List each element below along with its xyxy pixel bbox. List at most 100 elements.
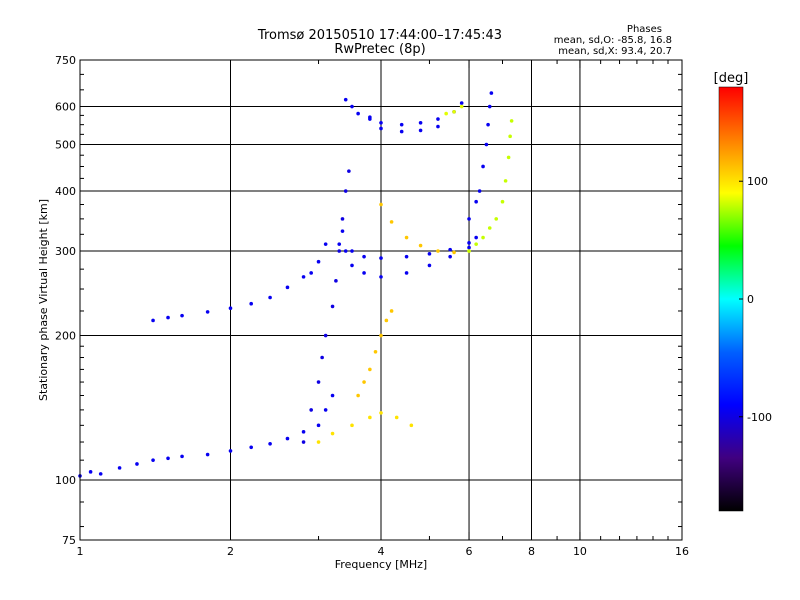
data-point (484, 142, 489, 147)
y-tick-label: 300 (55, 245, 76, 258)
grid-layer (80, 60, 682, 540)
data-point (404, 271, 409, 275)
data-point (88, 470, 93, 474)
data-point (409, 423, 414, 428)
data-point (452, 250, 456, 255)
data-point (343, 249, 348, 253)
data-point (228, 306, 233, 311)
x-tick-label: 10 (573, 545, 587, 558)
data-point (135, 462, 139, 466)
data-point (337, 242, 342, 246)
data-point (474, 235, 478, 240)
data-point (444, 111, 448, 116)
data-point (474, 242, 478, 246)
data-point (330, 304, 335, 309)
y-tick-label: 200 (55, 330, 76, 343)
data-point (180, 313, 184, 318)
data-point (323, 408, 328, 412)
colorbar-label: [deg] (714, 71, 749, 86)
data-point (362, 271, 366, 275)
data-point (459, 104, 464, 109)
data-point (343, 97, 348, 102)
data-point (379, 275, 383, 279)
data-point (330, 431, 335, 436)
data-point (418, 243, 423, 248)
data-point (389, 309, 394, 313)
data-point (249, 301, 253, 306)
data-point (309, 408, 313, 412)
data-point (503, 179, 508, 183)
colorbar-tick-label: 0 (747, 293, 754, 306)
data-point (486, 122, 490, 127)
data-point (368, 415, 372, 420)
data-point (117, 466, 122, 470)
data-point (379, 333, 383, 338)
y-tick-label: 500 (55, 139, 76, 152)
data-point (350, 263, 354, 268)
points-layer (78, 91, 514, 478)
data-point (316, 423, 321, 428)
y-tick-label: 100 (55, 474, 76, 487)
data-point (323, 333, 328, 338)
data-point (399, 129, 404, 134)
x-axis-label: Frequency [MHz] (335, 558, 427, 571)
phase-stats-x: mean, sd,X: 93.4, 20.7 (558, 46, 672, 57)
data-point (509, 119, 514, 123)
y-axis-label: Stationary phase Virtual Height [km] (37, 199, 50, 401)
y-tick-label: 75 (62, 534, 76, 547)
data-point (487, 226, 492, 230)
data-point (268, 295, 272, 300)
data-point (487, 104, 492, 109)
x-tick-label: 16 (675, 545, 689, 558)
data-point (379, 120, 383, 125)
data-point (356, 393, 360, 398)
phase-stats: Phases mean, sd,O: -85.8, 16.8 mean, sd,… (512, 24, 672, 57)
data-point (301, 430, 306, 434)
data-point (301, 440, 306, 444)
data-point (368, 115, 372, 120)
data-point (399, 122, 404, 127)
data-point (98, 472, 103, 476)
data-point (330, 393, 335, 398)
x-tick-label: 1 (77, 545, 84, 558)
data-point (384, 318, 389, 323)
x-tick-label: 2 (227, 545, 234, 558)
data-point (356, 111, 360, 116)
data-point (205, 310, 210, 314)
data-point (467, 245, 471, 250)
data-point (166, 315, 170, 320)
x-tick-label: 6 (466, 545, 473, 558)
data-point (340, 229, 345, 233)
data-point (477, 189, 482, 193)
data-point (316, 380, 321, 384)
data-point (481, 235, 485, 240)
data-point (448, 254, 452, 259)
data-point (347, 169, 351, 173)
data-point (389, 220, 394, 224)
y-tick-label: 600 (55, 101, 76, 114)
data-point (459, 101, 464, 105)
data-point (379, 202, 383, 207)
x-tick-label: 4 (378, 545, 385, 558)
data-point (151, 318, 155, 323)
data-point (340, 217, 345, 221)
data-point (285, 436, 290, 441)
colorbar-tick-label: 100 (747, 175, 768, 188)
y-tick-label: 400 (55, 185, 76, 198)
data-point (309, 271, 313, 275)
data-point (436, 249, 440, 253)
data-point (467, 217, 471, 221)
data-point (373, 349, 378, 354)
data-point (448, 247, 452, 252)
colorbar-tick-label: -100 (747, 411, 772, 424)
data-point (350, 249, 354, 253)
data-point (506, 155, 511, 160)
data-point (394, 415, 399, 420)
y-tick-label: 750 (55, 54, 76, 67)
colorbar: [deg] 100 0 -100 (714, 71, 772, 512)
data-point (404, 254, 409, 259)
data-point (285, 285, 290, 290)
data-point (500, 199, 505, 204)
data-point (379, 411, 383, 415)
data-point (180, 454, 184, 459)
